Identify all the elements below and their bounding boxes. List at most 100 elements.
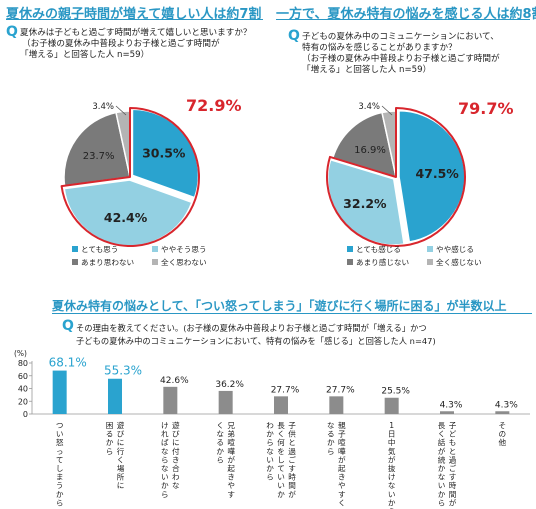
bar-category-label-char: る	[106, 430, 114, 439]
bar-category-label-char: る	[327, 430, 335, 439]
bar-category-label-char: く	[216, 421, 224, 430]
bar-category-label-char: 弟	[227, 429, 235, 439]
bar	[495, 411, 510, 414]
right-legend-label: あまり感じない	[356, 258, 410, 267]
right-pie-slice	[331, 111, 398, 179]
bar-category-label-char: な	[266, 447, 274, 456]
bar-category-label-char: 話	[438, 437, 446, 447]
bar	[329, 396, 344, 414]
left-legend: とても思う ややそう思う あまり思わない 全く思わない	[72, 243, 242, 269]
bar-ytick-label: 20	[18, 397, 28, 406]
bar-category-label-char: 合	[172, 463, 180, 473]
left-highlight-outline	[60, 107, 200, 247]
bar-category-label-char: く	[117, 455, 125, 464]
bar-category-label-char: 困	[106, 421, 114, 430]
right-pie-chart: 47.5% 32.2% 16.9% 3.4%	[326, 102, 466, 247]
bar-category-label-char: 場	[117, 463, 125, 473]
bar-ytick-label: 0	[23, 410, 28, 419]
bar-category-label-char: が	[338, 454, 346, 464]
bar-category-label-char: 時	[449, 481, 457, 490]
bar-category-label-char: が	[388, 454, 396, 464]
bar-category-label-char: 供	[288, 429, 296, 439]
right-slice-label: 16.9%	[354, 145, 386, 156]
bar-category-label-char: が	[227, 454, 235, 464]
right-slice-label: 3.4%	[358, 102, 380, 112]
bar-category-label-char: ど	[449, 430, 457, 439]
right-highlight-value: 79.7%	[458, 99, 514, 118]
bar-category-label-char: 気	[388, 446, 396, 456]
bar-category-label-char: が	[288, 489, 296, 499]
bar-category-label-char: ら	[56, 498, 64, 507]
bar-category-label-char: が	[438, 446, 446, 456]
right-q-mark: Q	[288, 28, 300, 44]
bar-value-label: 27.7%	[271, 385, 300, 395]
bar-category-label-char: ら	[388, 507, 396, 509]
right-question-line: 「増える」と回答した人 n=59）	[302, 65, 432, 75]
bar-category-label-char: 兄	[227, 421, 235, 430]
bar-category-label-char: か	[56, 490, 64, 499]
bar-category-label-char: な	[438, 473, 446, 482]
left-pie-chart: 30.5% 42.4% 23.7% 3.4%	[60, 102, 200, 247]
bottom-question: その理由を教えてください。(お子様の夏休み中普段よりお子様と過ごす時間が「増える…	[76, 322, 436, 348]
bottom-question-line: 子どもの夏休み中のコミュニケーションにおいて、特有の悩みを「感じる」と回答した人…	[76, 336, 436, 346]
bar-category-label-char: う	[56, 481, 64, 490]
left-question-line: （お子様の夏休み中普段よりお子様と過ごす時間が	[22, 39, 220, 49]
bar-category-label-char: い	[161, 473, 169, 482]
right-legend-swatch	[347, 259, 353, 265]
bar-category-label-char: わ	[172, 473, 180, 482]
left-question-line: 夏休みは子どもと過ごす時間が増えて嬉しいと思いますか？	[20, 28, 252, 38]
bar	[384, 397, 399, 414]
bar-category-label-char: び	[172, 430, 180, 439]
bar-category-label-char: 長	[438, 421, 446, 430]
left-legend-item: 全く思わない	[152, 256, 224, 269]
bar-category-label-char: ら	[216, 455, 224, 464]
bar-category-label-char: 何	[277, 437, 285, 447]
bar-category-label-char: 1	[389, 421, 394, 430]
bar-category-label-char: ら	[106, 447, 114, 456]
bar-category-label-char: 子	[338, 430, 346, 439]
bar-category-label-char: 間	[288, 481, 296, 490]
bar	[108, 378, 122, 414]
bar-category-label-char: か	[388, 498, 396, 507]
bar-category-label-char: か	[266, 430, 274, 439]
left-legend-item: あまり思わない	[72, 256, 144, 269]
bar-category-label-char: い	[277, 473, 285, 482]
bar-category-label-char: 子	[449, 421, 457, 430]
bar-category-label-char: に	[117, 438, 125, 447]
bottom-question-line: その理由を教えてください。(お子様の夏休み中普段よりお子様と過ごす時間が「増える…	[76, 323, 427, 333]
bar-category-label-char: い	[388, 490, 396, 499]
left-slice-label: 42.4%	[104, 210, 148, 225]
bar-category-label-char: ば	[161, 438, 169, 447]
bar-category-label-char: と	[288, 438, 296, 447]
right-highlight-outline	[326, 107, 466, 247]
bar	[274, 396, 288, 414]
left-legend-label: 全く思わない	[161, 258, 207, 267]
bar-value-label: 4.3%	[440, 400, 463, 410]
right-legend-item: やや感じる	[427, 243, 499, 256]
bar-category-label-char: わ	[266, 421, 274, 430]
bar-ytick-label: 80	[18, 359, 28, 368]
left-header: 夏休みの親子時間が増えて嬉しい人は約7割	[6, 7, 262, 22]
right-legend-label: とても感じる	[356, 245, 401, 254]
bar-category-label-char: か	[327, 438, 335, 447]
right-slice-label: 32.2%	[343, 196, 387, 211]
left-slice-label: 30.5%	[142, 145, 186, 160]
bar	[163, 386, 178, 414]
bar-category-label-char: 付	[172, 446, 180, 456]
bar-category-label-char: き	[227, 473, 235, 482]
left-legend-item: ややそう思う	[152, 243, 224, 256]
bar-category-label-char: 抜	[388, 463, 396, 473]
left-legend-item: とても思う	[72, 243, 144, 256]
left-slice-label: 3.4%	[92, 102, 114, 112]
right-legend-label: 全く感じない	[436, 258, 482, 267]
left-legend-swatch	[152, 259, 158, 265]
right-legend-swatch	[427, 259, 433, 265]
bar-category-label-char: し	[56, 464, 64, 473]
bar-category-label-char: き	[172, 455, 180, 464]
bottom-q-mark: Q	[62, 318, 74, 334]
bar-category-label-char: き	[338, 473, 346, 482]
bar-category-label-char: 怒	[56, 437, 64, 447]
bar-category-label-char: い	[438, 481, 446, 490]
bar-ylabel: (%)	[14, 349, 27, 358]
bar-category-label-char: す	[449, 473, 457, 482]
